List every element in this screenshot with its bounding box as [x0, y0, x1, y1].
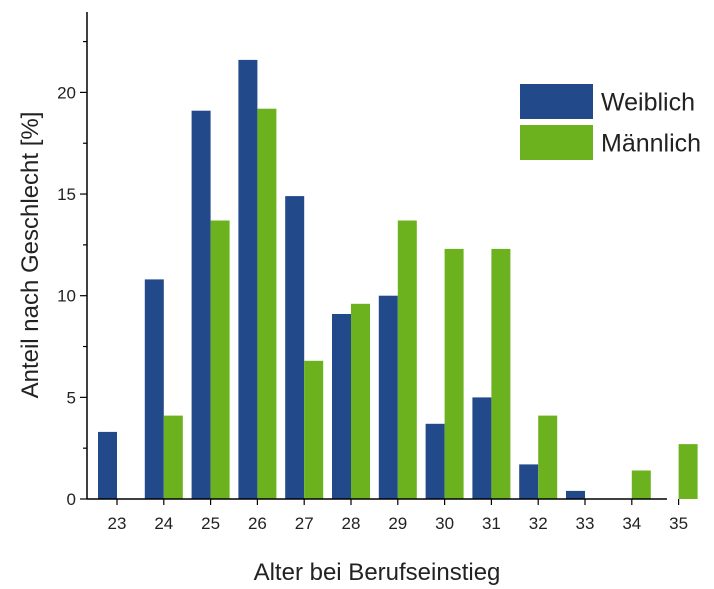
bar-männlich-26: [257, 108, 277, 499]
bar-männlich-35: [678, 444, 698, 499]
x-tick-label: 33: [576, 514, 595, 533]
legend-label-männlich: Männlich: [601, 130, 701, 158]
legend-label-weiblich: Weiblich: [601, 89, 695, 117]
bar-weiblich-25: [191, 110, 211, 499]
x-tick-label: 29: [388, 514, 407, 533]
y-tick-label: 0: [67, 490, 76, 509]
legend: Weiblich Männlich: [520, 84, 701, 160]
bar-männlich-31: [491, 248, 511, 499]
bar-männlich-28: [351, 303, 370, 499]
bar-weiblich-32: [519, 464, 539, 499]
bars-group: [98, 59, 698, 500]
bar-weiblich-27: [285, 196, 305, 499]
y-axis-title: Anteil nach Geschlecht [%]: [17, 112, 44, 399]
x-tick-label: 24: [154, 514, 173, 533]
y-tick-label: 5: [67, 388, 76, 407]
bar-männlich-34: [631, 470, 651, 499]
bar-weiblich-29: [378, 295, 398, 499]
x-ticks-group: 23 24 25 26 27 28 29 30 31 32 33 34 35: [108, 499, 688, 533]
bar-männlich-32: [538, 415, 558, 499]
x-tick-label: 34: [622, 514, 641, 533]
x-tick-label: 30: [435, 514, 454, 533]
bar-männlich-24: [163, 415, 183, 499]
x-tick-label: 27: [295, 514, 314, 533]
bar-weiblich-33: [566, 490, 585, 499]
y-tick-label: 20: [57, 83, 76, 102]
bar-männlich-29: [397, 220, 417, 499]
x-tick-label: 31: [482, 514, 501, 533]
bar-weiblich-28: [332, 314, 351, 499]
bar-weiblich-26: [238, 59, 258, 500]
x-tick-label: 32: [529, 514, 548, 533]
y-ticks-group: 0 5 10 15 20: [57, 40, 87, 509]
x-tick-label: 28: [342, 514, 361, 533]
legend-swatch-männlich: [520, 125, 593, 160]
bar-männlich-25: [210, 220, 230, 499]
bar-weiblich-24: [144, 279, 164, 499]
bar-weiblich-23: [98, 431, 117, 499]
legend-swatch-weiblich: [520, 84, 593, 119]
bar-weiblich-30: [425, 423, 445, 499]
y-tick-label: 10: [57, 287, 76, 306]
bar-männlich-30: [444, 248, 464, 499]
x-tick-label: 26: [248, 514, 267, 533]
bar-männlich-27: [304, 360, 324, 499]
x-tick-label: 25: [201, 514, 220, 533]
x-axis-title: Alter bei Berufseinstieg: [254, 559, 501, 586]
x-tick-label: 23: [108, 514, 127, 533]
bar-weiblich-31: [472, 397, 492, 499]
x-tick-label: 35: [669, 514, 688, 533]
y-tick-label: 15: [57, 185, 76, 204]
